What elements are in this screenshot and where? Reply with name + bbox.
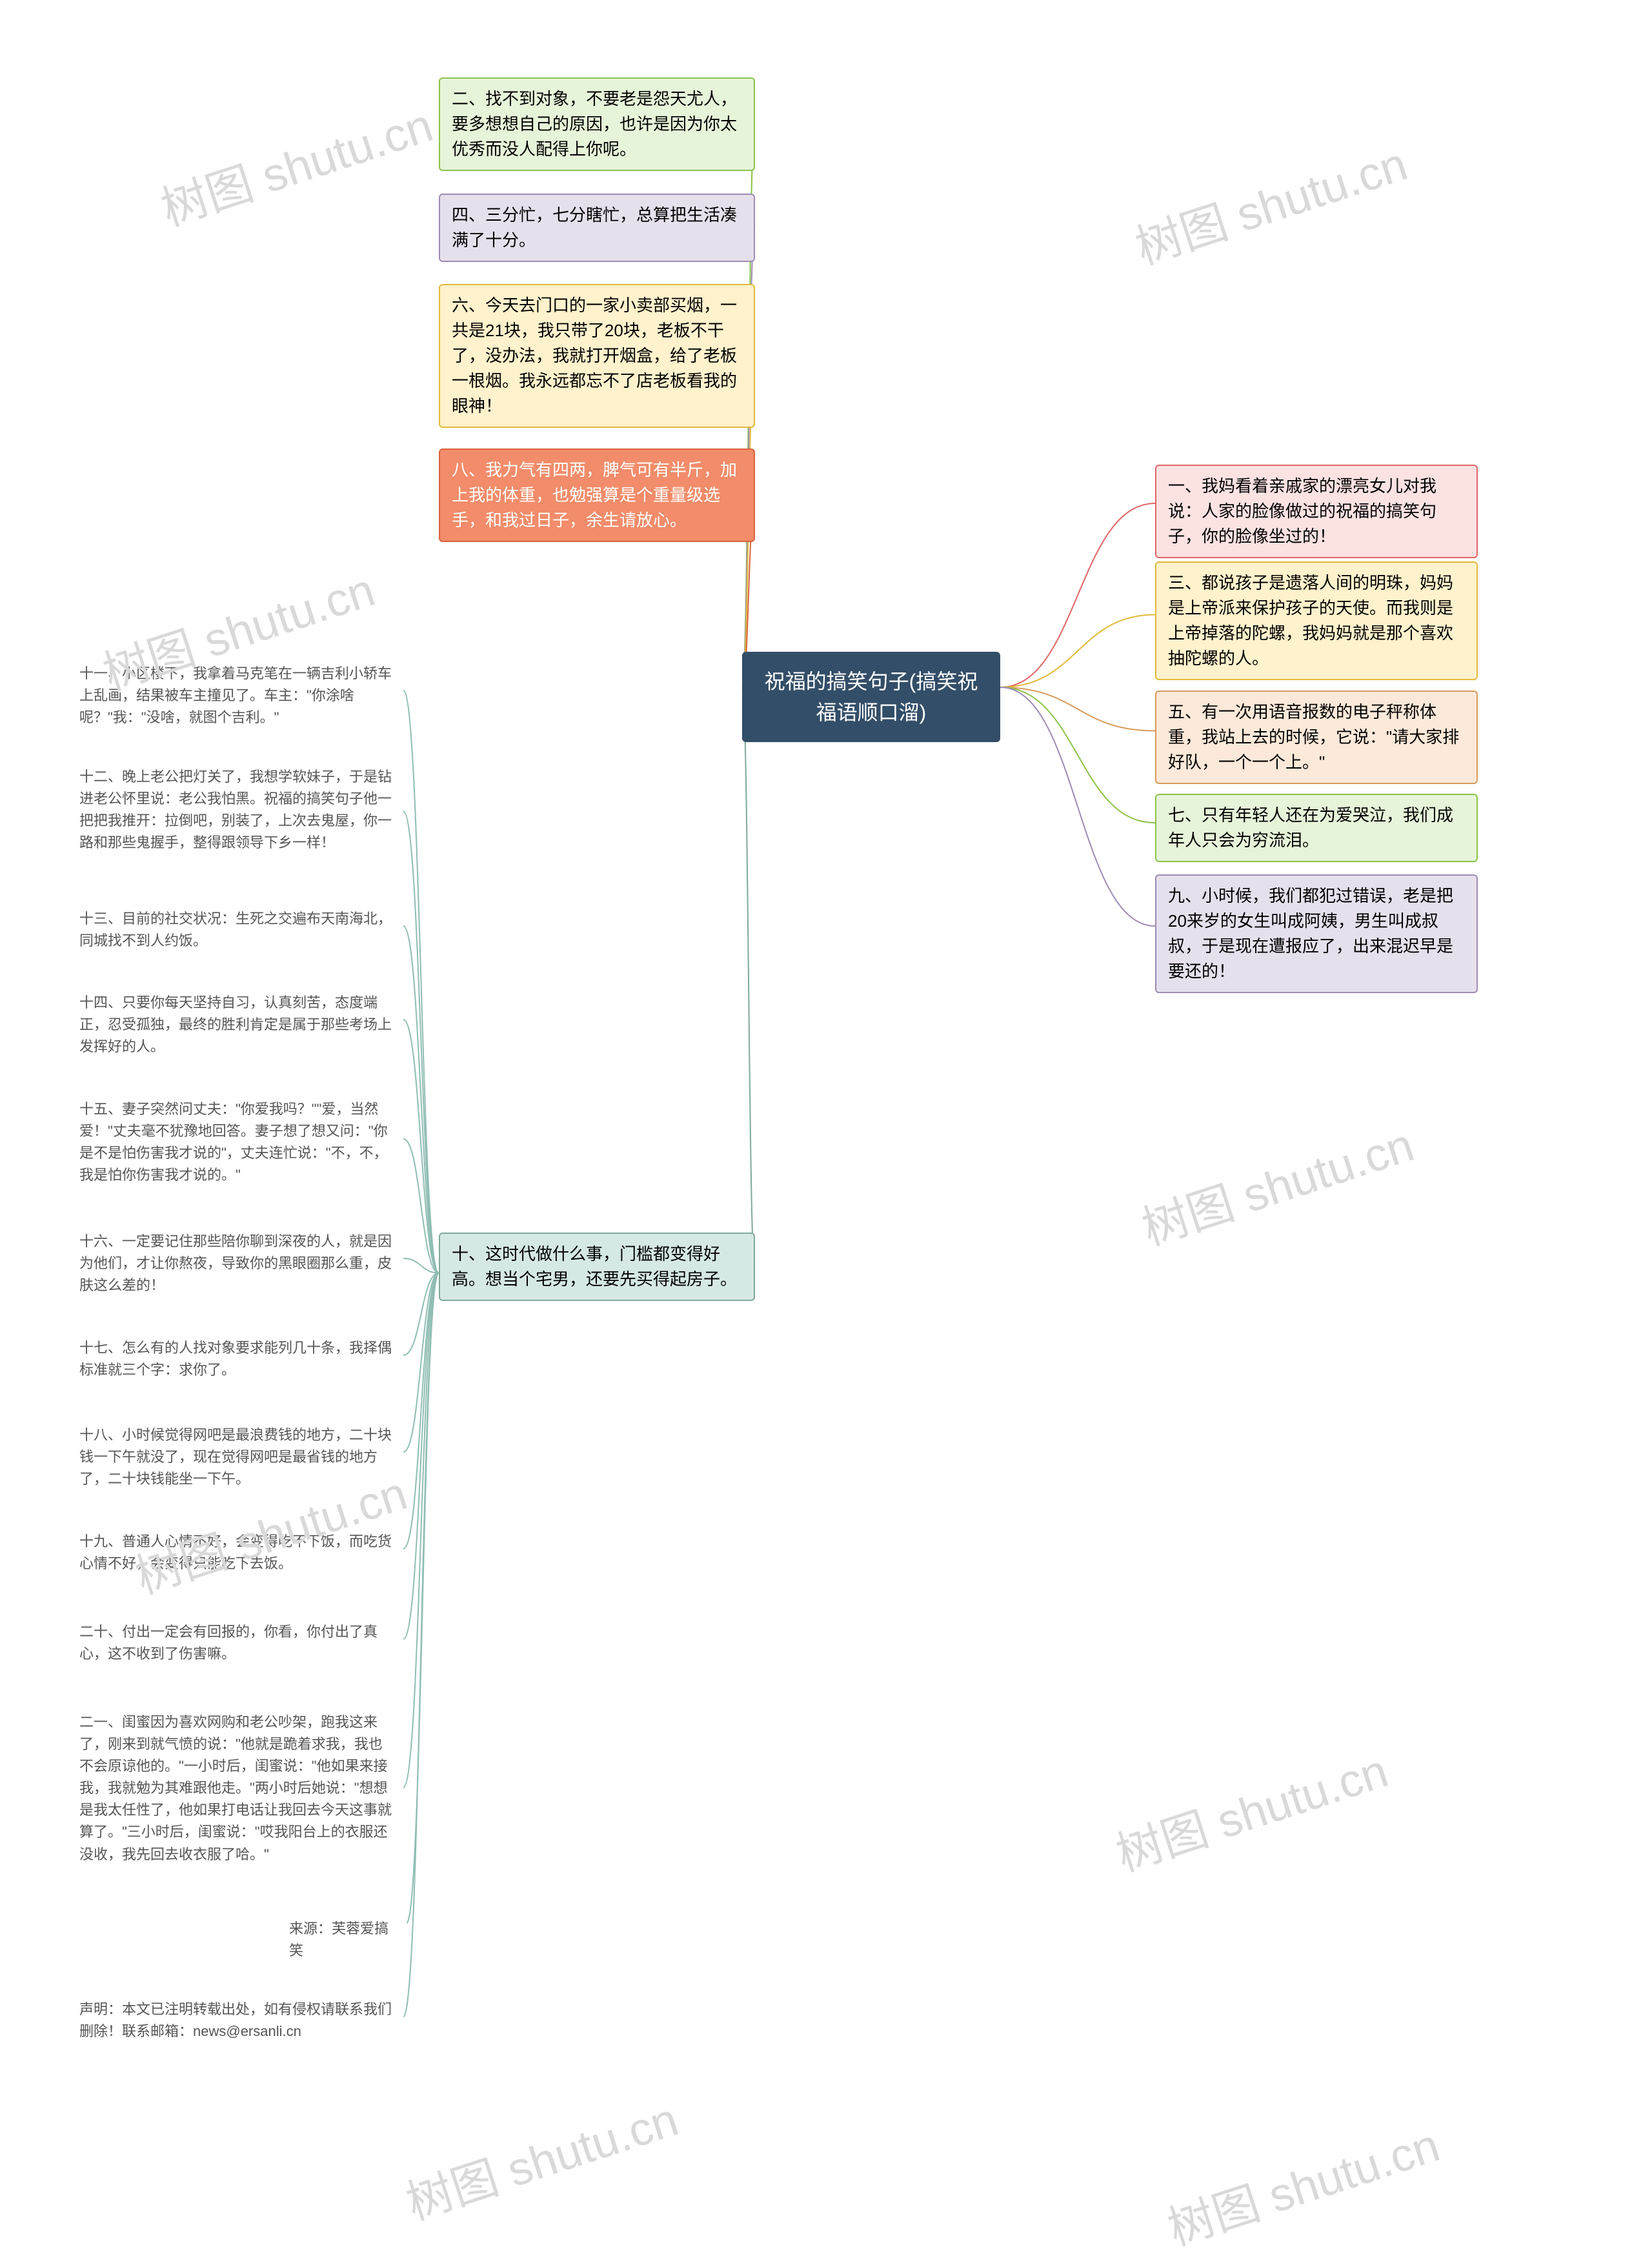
watermark: 树图 shutu.cn <box>1132 1107 1420 1258</box>
watermark: 树图 shutu.cn <box>1125 126 1414 277</box>
leaf-node: 十二、晚上老公把灯关了，我想学软妹子，于是钻进老公怀里说：老公我怕黑。祝福的搞笑… <box>68 758 403 861</box>
branch-node: 十、这时代做什么事，门槛都变得好高。想当个宅男，还要先买得起房子。 <box>439 1233 755 1301</box>
branch-node: 九、小时候，我们都犯过错误，老是把20来岁的女生叫成阿姨，男生叫成叔叔，于是现在… <box>1155 874 1478 993</box>
branch-node: 五、有一次用语音报数的电子秤称体重，我站上去的时候，它说："请大家排好队，一个一… <box>1155 690 1478 784</box>
leaf-node: 十九、普通人心情不好，会变得吃不下饭，而吃货心情不好，会变得只能吃下去饭。 <box>68 1523 403 1582</box>
leaf-node: 十四、只要你每天坚持自习，认真刻苦，态度端正，忍受孤独，最终的胜利肯定是属于那些… <box>68 984 403 1065</box>
mindmap-canvas: 祝福的搞笑句子(搞笑祝福语顺口溜) 一、我妈看着亲戚家的漂亮女儿对我说：人家的脸像… <box>0 0 1652 2267</box>
watermark: 树图 shutu.cn <box>151 87 439 239</box>
leaf-node: 声明：本文已注明转载出处，如有侵权请联系我们删除！联系邮箱：news@ersan… <box>68 1991 403 2050</box>
central-node: 祝福的搞笑句子(搞笑祝福语顺口溜) <box>742 652 1000 742</box>
watermark: 树图 shutu.cn <box>1158 2107 1446 2259</box>
branch-node: 一、我妈看着亲戚家的漂亮女儿对我说：人家的脸像做过的祝福的搞笑句子，你的脸像坐过… <box>1155 465 1478 558</box>
leaf-node: 二一、闺蜜因为喜欢网购和老公吵架，跑我这来了，刚来到就气愤的说："他就是跪着求我… <box>68 1704 403 1873</box>
branch-node: 二、找不到对象，不要老是怨天尤人，要多想想自己的原因，也许是因为你太优秀而没人配… <box>439 77 755 171</box>
leaf-node: 十三、目前的社交状况：生死之交遍布天南海北，同城找不到人约饭。 <box>68 900 403 960</box>
branch-node: 三、都说孩子是遗落人间的明珠，妈妈是上帝派来保护孩子的天使。而我则是上帝掉落的陀… <box>1155 561 1478 680</box>
leaf-node: 十六、一定要记住那些陪你聊到深夜的人，就是因为他们，才让你熬夜，导致你的黑眼圈那… <box>68 1223 403 1304</box>
watermark: 树图 shutu.cn <box>396 2081 685 2233</box>
watermark: 树图 shutu.cn <box>1106 1733 1395 1884</box>
leaf-node: 十七、怎么有的人找对象要求能列几十条，我择偶标准就三个字：求你了。 <box>68 1329 403 1389</box>
branch-node: 八、我力气有四两，脾气可有半斤，加上我的体重，也勉强算是个重量级选手，和我过日子… <box>439 448 755 542</box>
leaf-node: 来源：芙蓉爱搞笑 <box>277 1910 407 1970</box>
leaf-node: 二十、付出一定会有回报的，你看，你付出了真心，这不收到了伤害嘛。 <box>68 1613 403 1673</box>
leaf-node: 十五、妻子突然问丈夫："你爱我吗？""爱，当然爱！"丈夫毫不犹豫地回答。妻子想了… <box>68 1091 403 1194</box>
leaf-node: 十一、小区楼下，我拿着马克笔在一辆吉利小轿车上乱画，结果被车主撞见了。车主："你… <box>68 655 403 736</box>
branch-node: 六、今天去门口的一家小卖部买烟，一共是21块，我只带了20块，老板不干了，没办法… <box>439 284 755 428</box>
leaf-node: 十八、小时候觉得网吧是最浪费钱的地方，二十块钱一下午就没了，现在觉得网吧是最省钱… <box>68 1416 403 1498</box>
branch-node: 七、只有年轻人还在为爱哭泣，我们成年人只会为穷流泪。 <box>1155 794 1478 862</box>
branch-node: 四、三分忙，七分瞎忙，总算把生活凑满了十分。 <box>439 194 755 262</box>
